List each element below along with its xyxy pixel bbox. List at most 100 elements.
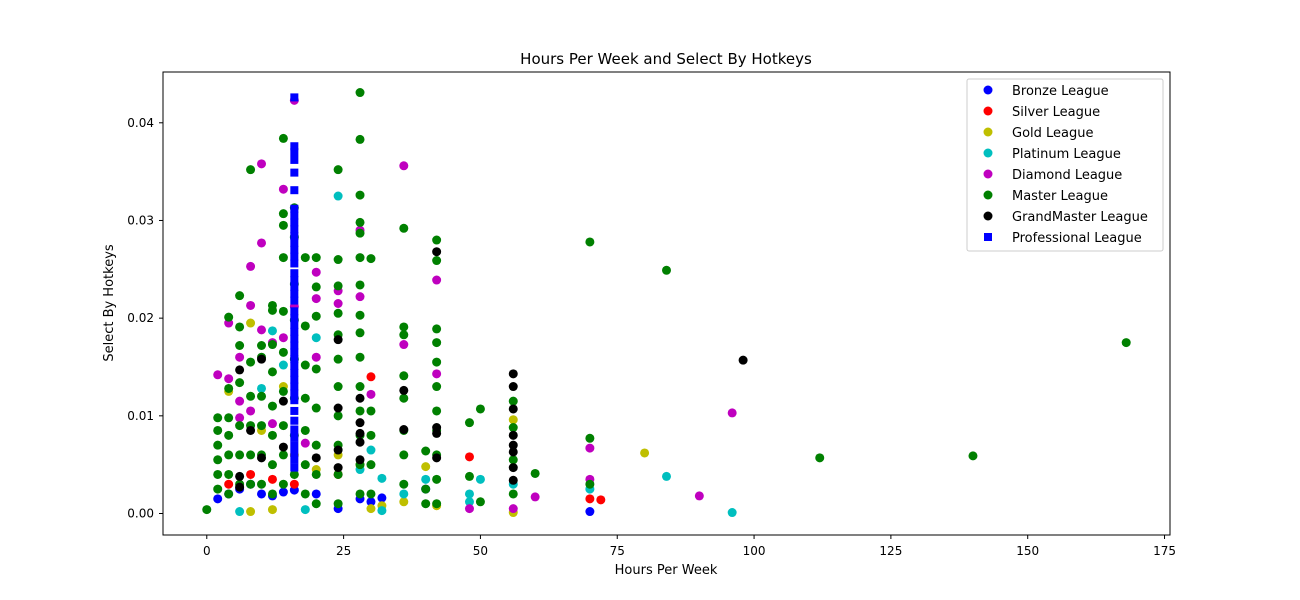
- data-point: [311, 294, 321, 304]
- data-point: [224, 312, 234, 322]
- data-point: [432, 256, 442, 266]
- data-point: [267, 340, 277, 350]
- data-point: [300, 489, 310, 499]
- x-tick-label: 75: [610, 544, 625, 558]
- data-point: [290, 148, 299, 157]
- data-point: [399, 322, 409, 332]
- x-tick-label: 50: [473, 544, 488, 558]
- data-point: [290, 93, 299, 102]
- data-point: [727, 508, 737, 518]
- data-point: [508, 475, 518, 485]
- data-point: [224, 469, 234, 479]
- data-point: [432, 324, 442, 334]
- data-point: [585, 494, 595, 504]
- data-point: [399, 425, 409, 435]
- chart-title: Hours Per Week and Select By Hotkeys: [520, 50, 812, 68]
- data-point: [508, 369, 518, 379]
- data-point: [311, 282, 321, 292]
- data-point: [235, 421, 245, 431]
- data-point: [333, 403, 343, 413]
- data-point: [290, 314, 299, 323]
- data-point: [278, 333, 288, 343]
- data-point: [377, 506, 387, 516]
- data-point: [585, 433, 595, 443]
- data-point: [366, 372, 376, 382]
- data-point: [355, 228, 365, 238]
- data-point: [290, 218, 299, 227]
- data-point: [257, 489, 267, 499]
- data-point: [290, 425, 299, 434]
- data-point: [399, 489, 409, 499]
- x-axis-label: Hours Per Week: [615, 563, 718, 578]
- data-point: [508, 404, 518, 414]
- data-point: [333, 255, 343, 265]
- legend-marker: [983, 148, 993, 158]
- data-point: [421, 474, 431, 484]
- data-point: [278, 442, 288, 452]
- data-point: [290, 448, 299, 457]
- data-point: [508, 423, 518, 433]
- data-point: [290, 204, 299, 213]
- x-tick-label: 125: [879, 544, 902, 558]
- data-point: [366, 445, 376, 455]
- data-point: [300, 393, 310, 403]
- data-point: [432, 235, 442, 245]
- legend-marker: [983, 85, 993, 95]
- y-tick-label: 0.04: [127, 116, 154, 130]
- data-point: [290, 362, 299, 371]
- data-point: [585, 507, 595, 517]
- data-point: [290, 396, 299, 405]
- x-tick-label: 100: [743, 544, 766, 558]
- data-point: [246, 357, 256, 367]
- data-point: [432, 474, 442, 484]
- legend-label: Gold League: [1012, 126, 1094, 141]
- data-point: [366, 460, 376, 470]
- data-point: [290, 433, 299, 442]
- data-point: [289, 479, 299, 489]
- data-point: [278, 220, 288, 230]
- data-point: [246, 391, 256, 401]
- data-point: [333, 411, 343, 421]
- data-point: [257, 453, 267, 463]
- data-point: [213, 494, 223, 504]
- data-point: [290, 334, 299, 343]
- data-point: [290, 259, 299, 268]
- data-point: [235, 291, 245, 301]
- data-point: [530, 468, 540, 478]
- data-point: [399, 223, 409, 233]
- data-point: [333, 354, 343, 364]
- data-point: [257, 354, 267, 364]
- data-point: [278, 479, 288, 489]
- data-point: [355, 217, 365, 227]
- data-point: [278, 396, 288, 406]
- data-point: [311, 352, 321, 362]
- data-point: [585, 237, 595, 247]
- data-point: [246, 479, 256, 489]
- data-point: [213, 455, 223, 465]
- data-point: [290, 375, 299, 384]
- data-point: [267, 489, 277, 499]
- data-point: [278, 306, 288, 316]
- data-point: [224, 413, 234, 423]
- data-point: [366, 504, 376, 514]
- y-axis-ticks: 0.00 0.01 0.02 0.03 0.04: [127, 116, 163, 521]
- series-master-league: [202, 88, 1131, 515]
- data-point: [290, 276, 299, 285]
- data-point: [278, 133, 288, 143]
- data-point: [290, 455, 299, 464]
- data-point: [355, 406, 365, 416]
- data-point: [968, 451, 978, 461]
- data-point: [815, 453, 825, 463]
- data-point: [224, 374, 234, 384]
- data-point: [585, 479, 595, 489]
- data-point: [366, 254, 376, 264]
- data-point: [213, 469, 223, 479]
- data-point: [290, 186, 299, 195]
- data-point: [355, 455, 365, 465]
- data-point: [290, 282, 299, 291]
- x-axis-ticks: 0 25 50 75 100 125 150 175: [203, 535, 1176, 558]
- series-professional-league: [290, 93, 299, 472]
- data-point: [257, 159, 267, 169]
- data-point: [508, 382, 518, 392]
- data-point: [508, 504, 518, 514]
